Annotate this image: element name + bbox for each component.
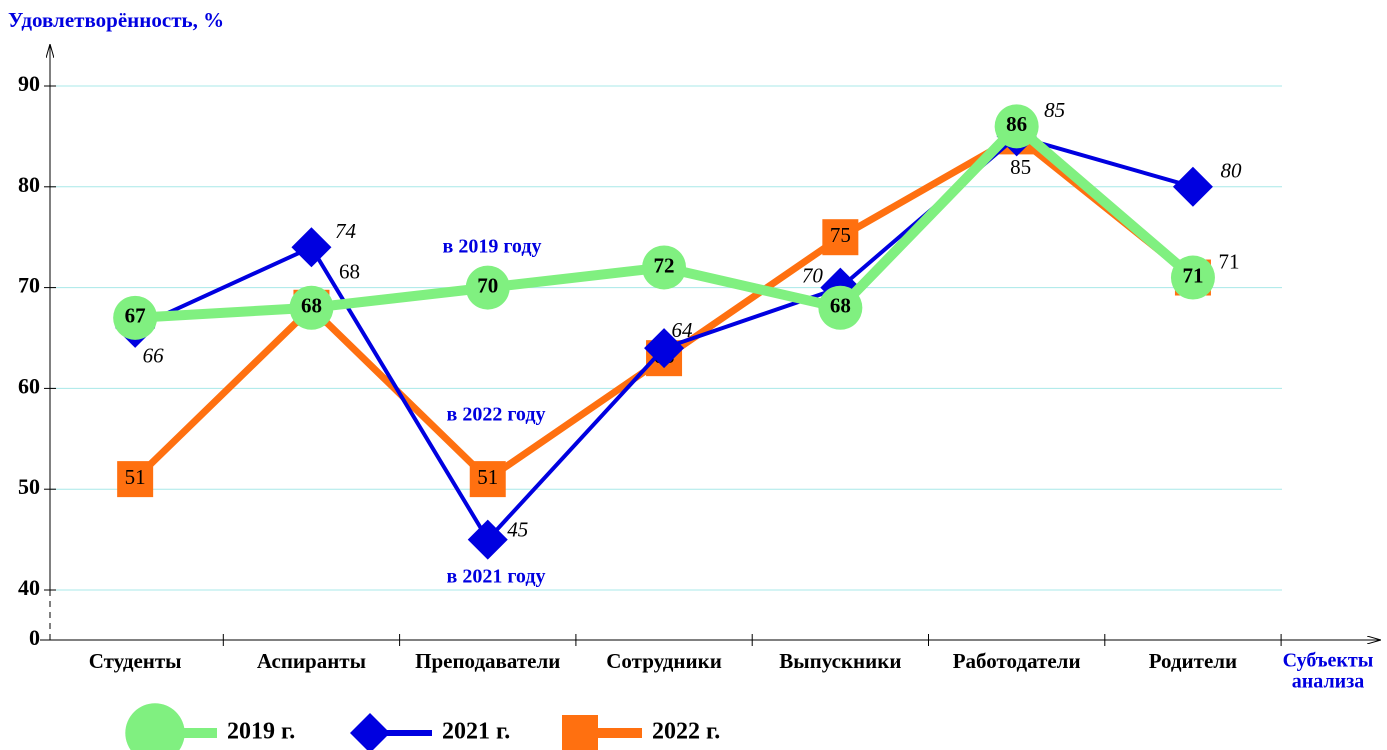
annotation: в 2022 году — [447, 404, 546, 426]
annotation: в 2019 году — [443, 236, 542, 258]
point — [350, 713, 390, 750]
point — [469, 461, 506, 498]
point — [289, 285, 334, 330]
y-tick-label: 50 — [18, 474, 40, 499]
point — [994, 104, 1039, 149]
point — [125, 703, 185, 750]
grid — [50, 85, 1282, 591]
data-label: 64 — [672, 318, 694, 342]
y-tick-label: 70 — [18, 273, 40, 298]
x-tick-label: Выпускники — [779, 649, 901, 673]
plot: 5168516375857166744564708580676870726886… — [113, 98, 1242, 560]
data-label: 74 — [335, 219, 357, 243]
x-tick-label: Аспиранты — [257, 649, 366, 673]
point — [822, 219, 859, 256]
y-tick-label: 40 — [18, 575, 40, 600]
point — [291, 227, 332, 268]
data-label: 68 — [830, 294, 851, 318]
y-tick-label: 80 — [18, 172, 40, 197]
data-label: 85 — [1010, 155, 1031, 179]
data-label: 75 — [830, 223, 851, 247]
point — [1170, 255, 1215, 300]
point — [642, 245, 687, 290]
point — [1172, 166, 1213, 207]
data-label: 71 — [1182, 263, 1203, 287]
legend-label: 2019 г. — [227, 719, 295, 745]
data-label: 67 — [125, 304, 146, 328]
data-label: 85 — [1044, 98, 1065, 122]
y-tick-label: 60 — [18, 373, 40, 398]
data-label: 70 — [802, 263, 824, 287]
data-label: 86 — [1006, 112, 1027, 136]
legend: 2022 г. 2021 г. 2019 г. — [125, 703, 720, 750]
data-label: 71 — [1218, 249, 1239, 273]
point — [644, 328, 685, 369]
x-tick-label: Сотрудники — [606, 649, 722, 673]
x-tick-label: Преподаватели — [415, 649, 560, 673]
data-label: 51 — [477, 465, 498, 489]
point — [113, 295, 158, 340]
data-label: 72 — [654, 253, 675, 277]
data-label: 70 — [477, 273, 498, 297]
data-label: 51 — [125, 465, 146, 489]
data-label: 45 — [507, 517, 528, 541]
y-tick-label: 0 — [29, 625, 40, 650]
x-tick-label: Родители — [1149, 649, 1237, 673]
legend-label: 2021 г. — [442, 719, 510, 745]
y-axis-label: Удовлетворённость, % — [8, 8, 224, 32]
data-label: 66 — [143, 344, 165, 368]
data-label: 80 — [1220, 159, 1242, 183]
x-tick-label: Студенты — [89, 649, 182, 673]
x-axis-label: Субъекты — [1283, 650, 1374, 672]
data-label: 68 — [301, 294, 322, 318]
point — [467, 519, 508, 560]
y-tick-label: 90 — [18, 71, 40, 96]
point — [562, 715, 598, 750]
x-tick-label: Работодатели — [953, 649, 1081, 673]
point — [818, 285, 863, 330]
point — [465, 265, 510, 310]
x-axis-label: анализа — [1292, 671, 1364, 693]
data-label: 68 — [339, 260, 360, 284]
point — [117, 461, 154, 498]
legend-label: 2022 г. — [652, 719, 720, 745]
annotation: в 2021 году — [447, 566, 546, 588]
